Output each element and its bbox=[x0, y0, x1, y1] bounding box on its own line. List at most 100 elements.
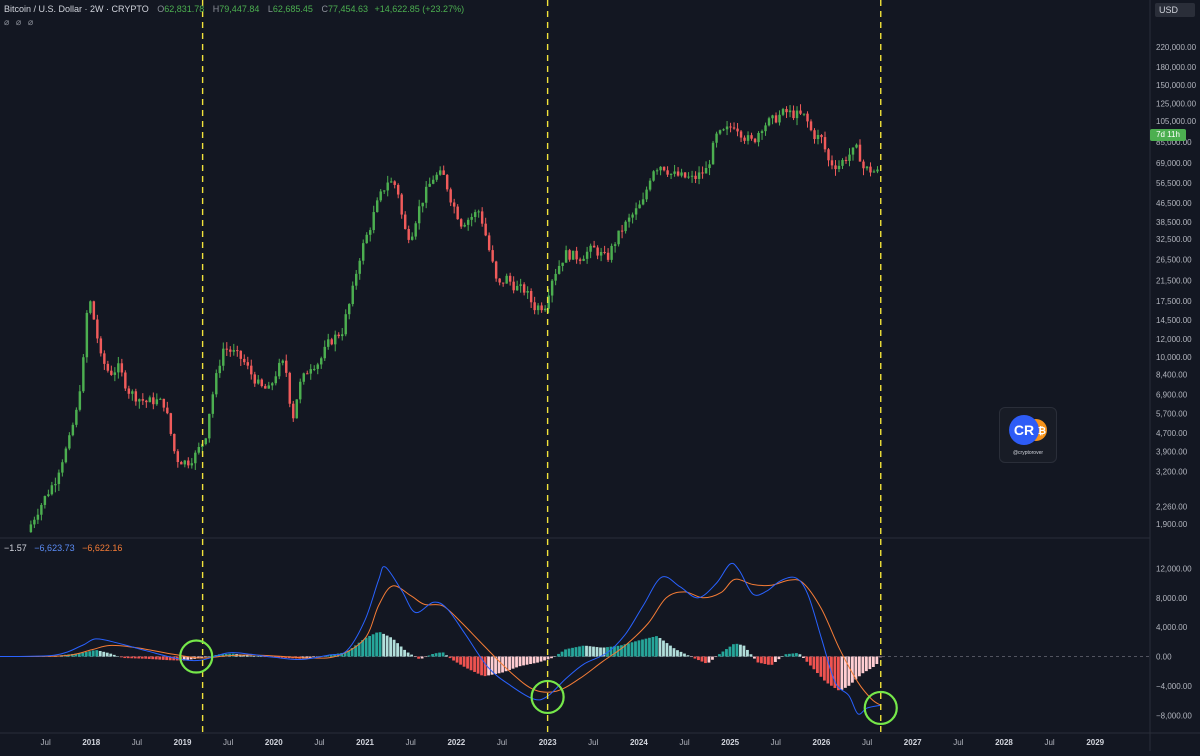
macd-histogram-bar bbox=[634, 641, 637, 657]
candle-body bbox=[848, 154, 851, 161]
candle-body bbox=[851, 147, 855, 155]
indicator-toggles[interactable]: ⌀ ⌀ ⌀ bbox=[4, 17, 36, 27]
price-tick-label: 5,700.00 bbox=[1156, 410, 1188, 419]
candle-body bbox=[113, 372, 117, 375]
macd-histogram-bar bbox=[378, 632, 382, 657]
macd-histogram-bar bbox=[763, 656, 767, 664]
candle-body bbox=[417, 206, 421, 224]
candle-body bbox=[435, 174, 438, 180]
time-tick-label: 2021 bbox=[356, 738, 374, 747]
macd-histogram-bar bbox=[252, 656, 256, 657]
candle-body bbox=[715, 133, 718, 143]
candle-body bbox=[428, 183, 431, 187]
macd-histogram-bar bbox=[333, 654, 337, 657]
macd-histogram-bar bbox=[770, 656, 774, 665]
candle-body bbox=[841, 159, 844, 166]
price-tick-label: 3,900.00 bbox=[1156, 448, 1188, 457]
macd-histogram-bar bbox=[693, 656, 697, 659]
logo-icon: CR ₿ bbox=[1009, 415, 1047, 445]
macd-histogram-bar bbox=[868, 656, 872, 670]
candle-body bbox=[145, 400, 148, 403]
candle-body bbox=[599, 251, 603, 256]
macd-histogram-bar bbox=[84, 651, 88, 657]
candle-body bbox=[110, 370, 113, 375]
candle-body bbox=[865, 166, 869, 169]
macd-histogram-bar bbox=[602, 647, 606, 657]
symbol-title[interactable]: Bitcoin / U.S. Dollar · 2W · CRYPTO bbox=[4, 4, 149, 14]
macd-header[interactable]: −1.57 −6,623.73 −6,622.16 bbox=[4, 543, 122, 553]
macd-histogram-bar bbox=[571, 647, 574, 657]
candle-body bbox=[431, 179, 435, 184]
candle-body bbox=[159, 398, 162, 400]
candle-body bbox=[103, 353, 106, 364]
macd-histogram-bar bbox=[221, 654, 225, 657]
candle-body bbox=[410, 236, 414, 240]
candle-body bbox=[43, 496, 47, 505]
macd-histogram-bar bbox=[448, 656, 452, 659]
high-value: 79,447.84 bbox=[219, 4, 260, 14]
price-tick-label: 46,500.00 bbox=[1156, 199, 1192, 208]
candle-body bbox=[131, 391, 134, 394]
macd-histogram-bar bbox=[116, 656, 120, 657]
macd-histogram-bar bbox=[871, 656, 875, 668]
macd-histogram-bar bbox=[595, 647, 599, 657]
candle-body bbox=[512, 281, 515, 291]
candle-body bbox=[246, 362, 250, 366]
candle-body bbox=[459, 219, 463, 227]
macd-histogram-bar bbox=[494, 656, 497, 674]
candle-body bbox=[438, 170, 442, 175]
macd-histogram-bar bbox=[847, 656, 851, 686]
macd-histogram-bar bbox=[165, 656, 169, 661]
candle-body bbox=[96, 319, 99, 339]
macd-histogram-bar bbox=[756, 656, 760, 663]
macd-histogram-bar bbox=[385, 635, 389, 657]
candle-body bbox=[215, 373, 218, 395]
macd-histogram-bar bbox=[760, 656, 763, 664]
currency-button[interactable]: USD bbox=[1155, 3, 1195, 17]
candle-body bbox=[669, 173, 673, 175]
macd-histogram-bar bbox=[424, 656, 427, 658]
macd-histogram-bar bbox=[186, 656, 190, 660]
candle-body bbox=[271, 383, 274, 386]
price-tick-label: 150,000.00 bbox=[1156, 81, 1197, 90]
candle-body bbox=[117, 363, 120, 373]
candle-body bbox=[253, 374, 256, 384]
high-label: H bbox=[212, 4, 220, 14]
macd-histogram-bar bbox=[420, 656, 424, 659]
macd-histogram-bar bbox=[364, 637, 368, 657]
macd-histogram-bar bbox=[459, 656, 462, 665]
low-value: 62,685.45 bbox=[272, 4, 313, 14]
macd-histogram-bar bbox=[280, 656, 284, 658]
macd-histogram-bar bbox=[878, 656, 882, 658]
macd-histogram-bar bbox=[403, 649, 406, 657]
candle-body bbox=[379, 191, 382, 201]
macd-histogram-bar bbox=[819, 656, 823, 677]
symbol-header[interactable]: Bitcoin / U.S. Dollar · 2W · CRYPTO O62,… bbox=[4, 4, 468, 14]
macd-histogram-bar bbox=[487, 656, 490, 676]
candle-body bbox=[571, 250, 575, 260]
macd-histogram-bar bbox=[816, 656, 819, 674]
candle-body bbox=[40, 504, 43, 515]
candle-body bbox=[71, 424, 75, 436]
macd-histogram-bar bbox=[434, 653, 438, 657]
candle-body bbox=[515, 285, 519, 291]
macd-histogram-bar bbox=[529, 656, 532, 665]
price-tick-label: 180,000.00 bbox=[1156, 63, 1197, 72]
candle-body bbox=[355, 273, 358, 286]
price-tick-label: 10,000.00 bbox=[1156, 353, 1192, 362]
candle-body bbox=[351, 285, 354, 305]
candle-body bbox=[578, 259, 582, 261]
candle-body bbox=[264, 386, 267, 389]
time-tick-label: 2023 bbox=[539, 738, 557, 747]
candle-body bbox=[316, 364, 319, 369]
macd-histogram-bar bbox=[767, 656, 770, 665]
candle-body bbox=[666, 170, 669, 175]
candle-body bbox=[36, 514, 40, 520]
candle-body bbox=[285, 360, 288, 373]
candle-body bbox=[823, 137, 827, 150]
candle-body bbox=[725, 126, 729, 130]
price-tick-label: 6,900.00 bbox=[1156, 390, 1188, 399]
candle-body bbox=[208, 413, 211, 439]
